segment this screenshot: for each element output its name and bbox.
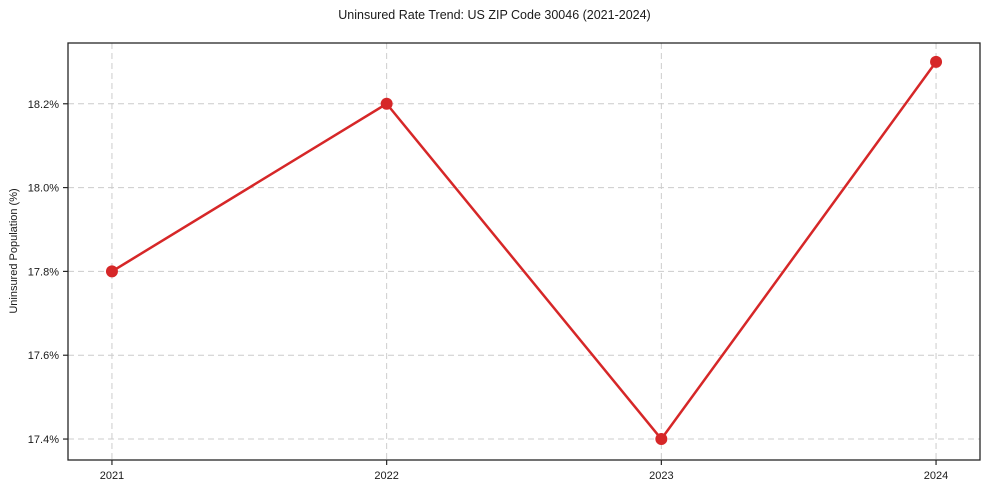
chart-title: Uninsured Rate Trend: US ZIP Code 30046 … <box>338 8 651 22</box>
y-tick-label: 18.0% <box>28 183 59 195</box>
y-tick-label: 17.8% <box>28 266 59 278</box>
x-tick-label: 2023 <box>649 470 673 482</box>
data-point-2022 <box>380 97 393 110</box>
trend-line <box>110 60 938 441</box>
y-tick-label: 17.6% <box>28 350 59 362</box>
y-tick-label: 18.2% <box>28 99 59 111</box>
plot-border <box>67 42 981 461</box>
data-point-2024 <box>930 55 943 68</box>
y-tick-label: 17.4% <box>28 434 59 446</box>
x-tick-label: 2024 <box>924 470 948 482</box>
data-point-2023 <box>655 433 668 446</box>
x-tick-label: 2021 <box>100 470 124 482</box>
data-point-2021 <box>105 265 118 278</box>
x-tick-label: 2022 <box>374 470 398 482</box>
